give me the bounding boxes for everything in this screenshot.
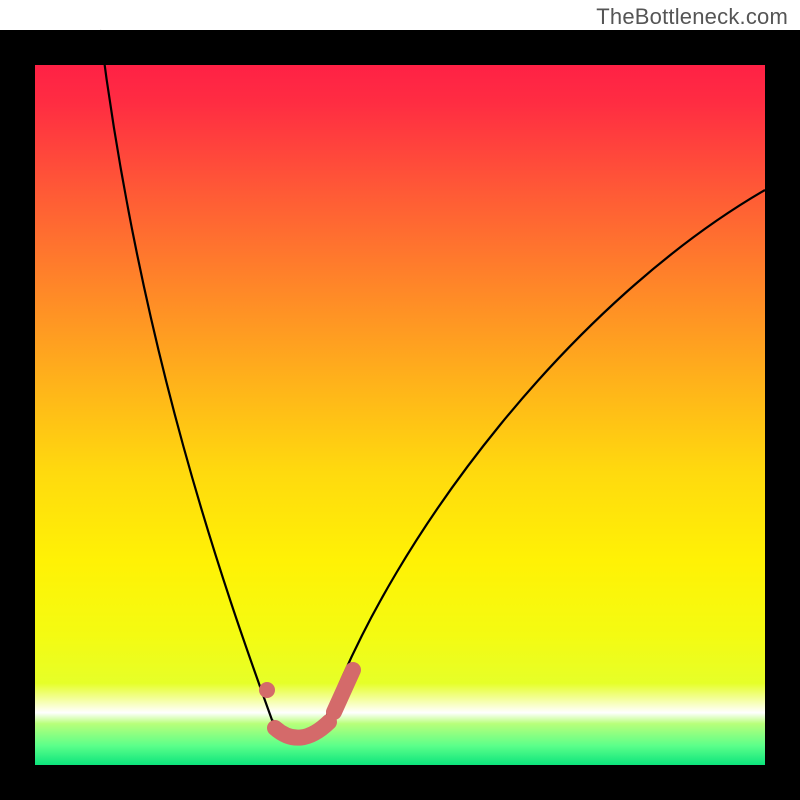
bottleneck-chart — [0, 0, 800, 800]
chart-background — [35, 30, 765, 768]
watermark-text: TheBottleneck.com — [596, 4, 788, 30]
